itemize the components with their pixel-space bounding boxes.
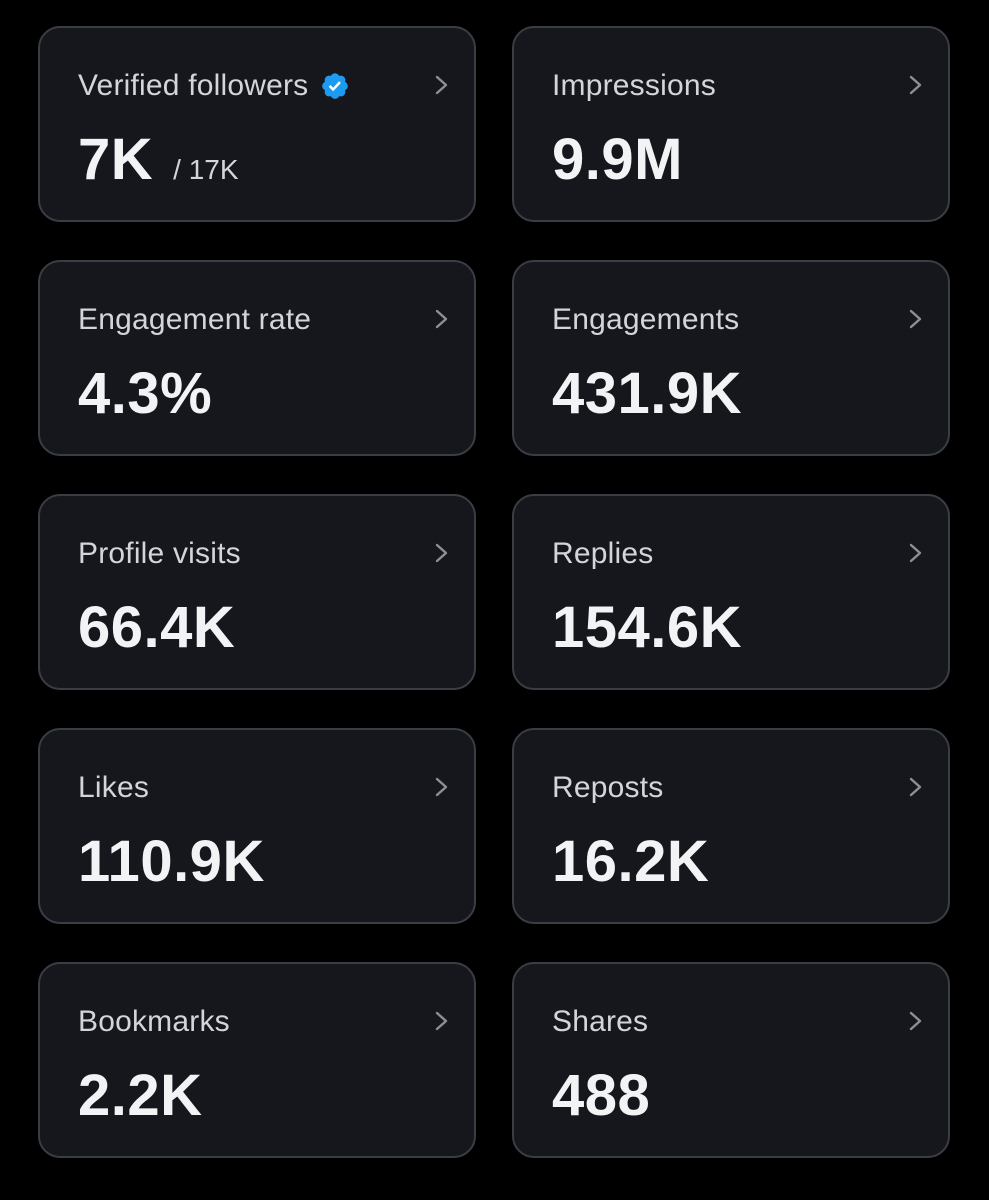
metric-label-row: Likes — [78, 768, 149, 808]
metric-label: Bookmarks — [78, 1005, 230, 1038]
metric-value: 9.9M — [552, 127, 683, 192]
chevron-right-icon — [430, 70, 454, 100]
metric-card-profile-visits[interactable]: Profile visits 66.4K — [38, 494, 476, 690]
metric-label: Replies — [552, 537, 654, 570]
metric-label: Verified followers — [78, 69, 309, 102]
metric-value-row: 110.9K — [78, 828, 265, 895]
metric-label-row: Replies — [552, 534, 653, 574]
metric-value-row: 4.3% — [78, 360, 212, 427]
metric-total: / 17K — [173, 154, 239, 185]
metric-value-row: 488 — [552, 1062, 650, 1129]
metric-card-verified-followers[interactable]: Verified followers 7K / 17K — [38, 26, 476, 222]
metric-label-row: Impressions — [552, 66, 716, 106]
metric-value: 7K — [78, 127, 154, 192]
metric-label-row: Engagements — [552, 300, 739, 340]
chevron-right-icon — [430, 538, 454, 568]
metric-label: Engagement rate — [78, 303, 312, 336]
metric-label-row: Engagement rate — [78, 300, 311, 340]
verified-badge-icon — [320, 71, 350, 101]
analytics-metrics-grid: Verified followers 7K / 17K Impressions … — [38, 26, 950, 1158]
metric-label: Impressions — [552, 69, 716, 102]
chevron-right-icon — [904, 538, 928, 568]
metric-card-shares[interactable]: Shares 488 — [512, 962, 950, 1158]
metric-value-row: 431.9K — [552, 360, 742, 427]
metric-value-row: 9.9M — [552, 126, 683, 193]
chevron-right-icon — [904, 772, 928, 802]
metric-value-row: 66.4K — [78, 594, 235, 661]
metric-value: 488 — [552, 1063, 651, 1128]
chevron-right-icon — [430, 772, 454, 802]
metric-label-row: Reposts — [552, 768, 663, 808]
metric-label: Engagements — [552, 303, 740, 336]
metric-card-reposts[interactable]: Reposts 16.2K — [512, 728, 950, 924]
metric-value: 66.4K — [78, 595, 236, 660]
metric-label: Likes — [78, 771, 150, 804]
metric-value-row: 2.2K — [78, 1062, 203, 1129]
metric-label-row: Bookmarks — [78, 1002, 230, 1042]
metric-card-engagement-rate[interactable]: Engagement rate 4.3% — [38, 260, 476, 456]
chevron-right-icon — [430, 1006, 454, 1036]
metric-card-impressions[interactable]: Impressions 9.9M — [512, 26, 950, 222]
metric-label-row: Verified followers — [78, 66, 350, 106]
metric-value: 110.9K — [78, 829, 265, 894]
metric-card-bookmarks[interactable]: Bookmarks 2.2K — [38, 962, 476, 1158]
metric-value: 4.3% — [78, 361, 213, 426]
chevron-right-icon — [904, 304, 928, 334]
metric-value-row: 16.2K — [552, 828, 709, 895]
metric-value: 16.2K — [552, 829, 710, 894]
chevron-right-icon — [904, 1006, 928, 1036]
metric-label-row: Shares — [552, 1002, 648, 1042]
chevron-right-icon — [904, 70, 928, 100]
metric-card-replies[interactable]: Replies 154.6K — [512, 494, 950, 690]
metric-value-row: 154.6K — [552, 594, 742, 661]
metric-value: 2.2K — [78, 1063, 203, 1128]
metric-label: Shares — [552, 1005, 649, 1038]
metric-card-likes[interactable]: Likes 110.9K — [38, 728, 476, 924]
metric-value: 431.9K — [552, 361, 743, 426]
metric-card-engagements[interactable]: Engagements 431.9K — [512, 260, 950, 456]
metric-value-row: 7K / 17K — [78, 126, 239, 193]
metric-label-row: Profile visits — [78, 534, 241, 574]
chevron-right-icon — [430, 304, 454, 334]
metric-value: 154.6K — [552, 595, 743, 660]
metric-label: Reposts — [552, 771, 664, 804]
metric-label: Profile visits — [78, 537, 241, 570]
